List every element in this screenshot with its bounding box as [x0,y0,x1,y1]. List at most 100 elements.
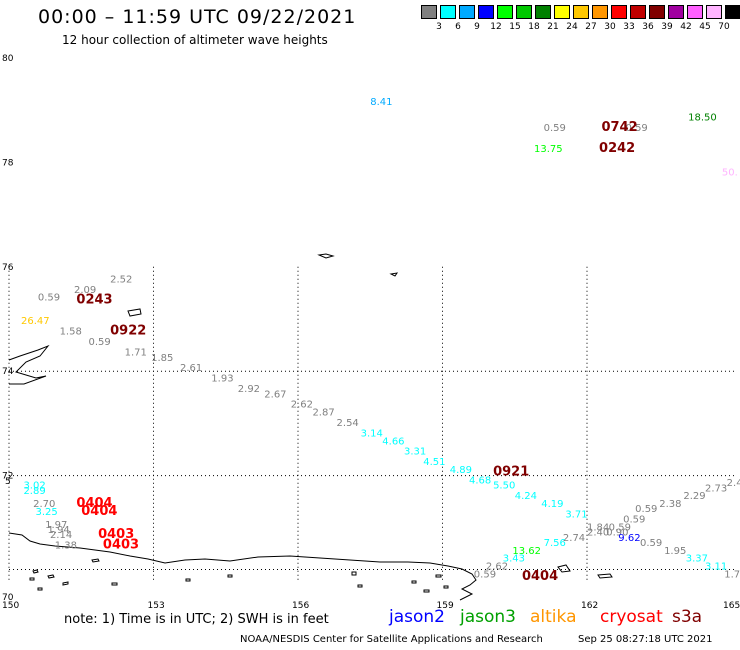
pass-time: 0921 [493,465,529,480]
pass-time: 0404 [76,496,112,511]
satellite-name: jason3 [460,607,516,627]
swh-value: 1.93 [211,374,233,385]
swh-value: 1.71 [125,348,147,359]
legend-swatch [421,5,437,19]
lon-tick-label: 165 [723,601,740,611]
swh-value: 2.87 [312,408,334,419]
swh-value: 0.59 [640,538,662,549]
pass-time: 0403 [103,538,139,553]
legend-swatch [668,5,684,19]
legend-swatch [497,5,513,19]
island-1 [317,253,335,259]
coastline [8,253,613,601]
island-4 [557,564,571,573]
swh-value: 4.66 [382,436,404,447]
swh-value: 2.14 [50,530,72,541]
swh-value: 9.62 [618,533,640,544]
swh-value: 2.74 [563,533,585,544]
axis-ticks: 150 153 156 159 162 165 80 78 76 74 72 70 5 [2,54,740,611]
coastline-west [8,344,50,385]
swh-value: 13.62 [512,546,541,557]
legend-label: 21 [547,22,559,32]
swh-value: 3.37 [686,554,708,565]
legend-label: 70 [718,22,730,32]
legend-label: 36 [642,22,654,32]
legend-swatch [687,5,703,19]
lon-tick-label: 150 [2,601,19,611]
swh-value: 2.89 [23,486,45,497]
satellite-name: s3a [672,607,703,627]
swh-value: 3.71 [565,509,587,520]
lon-tick-label: 162 [581,601,598,611]
map-title: 00:00 – 11:59 UTC 09/22/2021 [38,6,357,28]
swh-value: 1.94 [48,525,70,536]
legend-swatch [649,5,665,19]
islands-west [29,558,449,593]
legend-swatch [535,5,551,19]
pass-time: 0243 [76,292,112,307]
legend-swatch [592,5,608,19]
island-2 [389,272,399,277]
credit-line: NOAA/NESDIS Center for Satellite Applica… [240,634,543,645]
legend-label: 15 [509,22,521,32]
swh-value: 0.59 [609,522,631,533]
satellite-name: jason2 [389,607,445,627]
legend-swatch [630,5,646,19]
swh-value: 1.85 [151,353,173,364]
swh-value: 7.56 [544,538,566,549]
legend-swatch [440,5,456,19]
legend-label: 9 [474,22,480,32]
swh-value: 0.59 [38,293,60,304]
lon-tick-label: 153 [148,601,165,611]
lat-tick-label-partial: 5 [5,477,11,487]
satellite-name: altika [530,607,577,627]
coastline-south [8,532,477,601]
legend-swatch [611,5,627,19]
island-3 [127,308,142,317]
swh-value: 2.54 [337,418,359,429]
legend-label: 33 [623,22,635,32]
swh-value: 2.61 [180,363,202,374]
pass-time: 0403 [98,527,134,542]
swh-value: 26.47 [21,316,50,327]
swh-value: 1.58 [60,327,82,338]
wave-height-labels: 8.410.59 0.5918.5013.7550.2.522.090.5926.… [21,97,740,580]
legend-label: 30 [604,22,616,32]
pass-time: 0242 [599,141,635,156]
swh-value: 3.02 [23,481,45,492]
swh-value: 13.75 [534,144,563,155]
swh-value: 3.14 [361,428,383,439]
swh-value: 2.73 [705,483,727,494]
swh-value: 0.59 [88,337,110,348]
lat-tick-label: 72 [2,472,13,482]
legend-swatch [573,5,589,19]
lat-tick-label: 74 [2,367,14,377]
lat-tick-label: 70 [2,593,14,603]
pass-time: 0404 [81,504,117,519]
swh-value: 2.40 [587,528,609,539]
swh-value: 4.19 [541,499,563,510]
legend-label: 27 [585,22,597,32]
swh-value: 2.92 [238,384,260,395]
legend-label: 24 [566,22,578,32]
legend-label: 45 [699,22,711,32]
lat-tick-label: 78 [2,158,14,168]
lat-tick-label: 76 [2,263,14,273]
footer-note: note: 1) Time is in UTC; 2) SWH is in fe… [64,612,329,627]
lat-lon-grid [8,266,735,580]
swh-value: 1.72 [724,569,740,580]
swh-value: 1.95 [664,546,686,557]
generation-timestamp: Sep 25 08:27:18 UTC 2021 [578,634,713,645]
legend-label: 39 [661,22,673,32]
lon-tick-label: 159 [437,601,454,611]
swh-value: 3.11 [705,562,727,573]
swh-value: 2.70 [33,499,55,510]
lat-tick-label: 80 [2,54,14,64]
swh-value: 4.24 [515,491,537,502]
swh-value: 2.62 [486,562,508,573]
swh-value: 5.50 [493,481,515,492]
map-subtitle: 12 hour collection of altimeter wave hei… [62,33,328,47]
swh-value: 2.38 [659,499,681,510]
